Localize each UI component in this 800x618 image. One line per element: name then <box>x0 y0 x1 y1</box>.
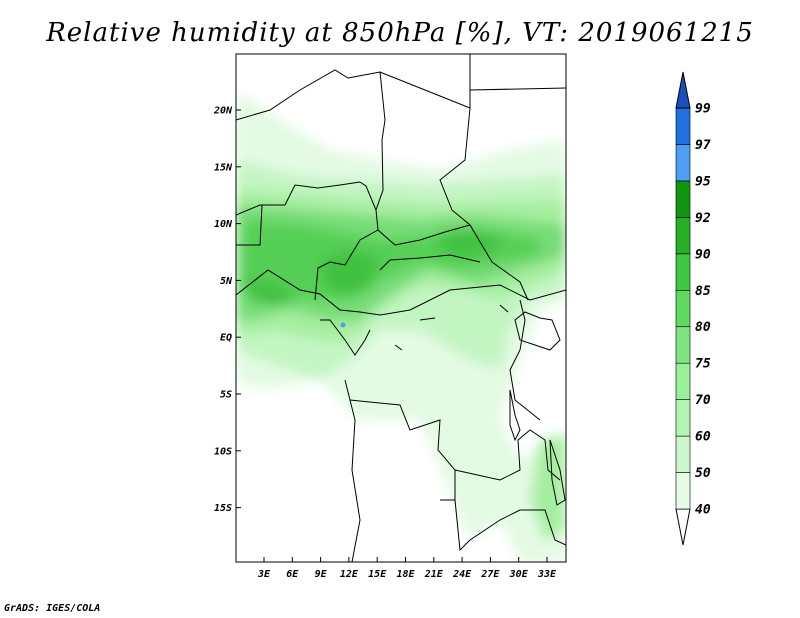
colorbar-label: 50 <box>695 466 711 481</box>
colorbar-label: 90 <box>695 247 711 262</box>
grads-credit: GrADS: IGES/COLA <box>4 603 101 614</box>
humidity-field <box>236 54 566 562</box>
lat-tick-label: 20N <box>213 106 233 117</box>
colorbar-label: 40 <box>695 503 711 518</box>
colorbar-segment <box>675 144 691 182</box>
colorbar-label: 97 <box>695 138 711 153</box>
colorbar-segment <box>675 107 691 145</box>
longitude-axis: 3E 6E 9E 12E 15E 18E 21E 24E 27E 30E 33E <box>257 557 557 580</box>
colorbar-segment <box>675 326 691 364</box>
lat-tick-label: 5S <box>220 390 232 401</box>
lat-tick-label: 10S <box>214 446 232 457</box>
colorbar-segment <box>675 435 691 473</box>
lat-tick-label: 15S <box>214 503 232 514</box>
colorbar-segment <box>675 289 691 328</box>
lon-tick-label: 33E <box>537 569 557 580</box>
lon-tick-label: 30E <box>509 569 529 580</box>
lat-tick-label: 15N <box>214 162 233 173</box>
colorbar-label: 75 <box>695 357 711 372</box>
colorbar-segment <box>675 362 691 400</box>
lakes <box>394 304 566 506</box>
colorbar-segment <box>675 253 691 291</box>
lon-tick-label: 18E <box>396 569 415 580</box>
lat-tick-label: 10N <box>214 219 233 230</box>
colorbar-over-triangle <box>675 71 691 109</box>
colorbar-segment <box>675 472 691 510</box>
lat-tick-label: EQ <box>220 333 232 344</box>
colorbar-label: 85 <box>695 284 711 299</box>
lon-tick-label: 21E <box>424 569 444 580</box>
lon-tick-label: 3E <box>257 569 271 580</box>
lon-tick-label: 24E <box>452 569 472 580</box>
colorbar-segment <box>675 399 691 437</box>
colorbar-label: 60 <box>695 430 711 445</box>
map-frame <box>235 53 567 563</box>
colorbar-label: 95 <box>695 174 711 189</box>
colorbar-label: 80 <box>695 320 711 335</box>
colorbar-label: 99 <box>695 102 711 117</box>
latitude-axis: 20N 15N 10N 5N EQ 5S 10S 15S <box>213 106 241 514</box>
lat-tick-label: 5N <box>220 276 233 287</box>
humidity-97-spot <box>340 322 346 328</box>
lon-tick-label: 15E <box>368 569 387 580</box>
lon-tick-label: 6E <box>286 569 299 580</box>
colorbar-under-triangle <box>675 508 691 546</box>
lon-tick-label: 9E <box>315 569 328 580</box>
political-borders <box>236 54 566 562</box>
colorbar-label: 92 <box>695 211 711 226</box>
colorbar: 40 50 60 70 75 80 85 90 92 95 97 99 <box>675 71 711 546</box>
colorbar-label: 70 <box>695 393 711 408</box>
lon-tick-label: 27E <box>480 569 500 580</box>
lon-tick-label: 12E <box>340 569 359 580</box>
humidity-90-band <box>248 230 500 305</box>
colorbar-segment <box>675 217 691 255</box>
colorbar-segment <box>675 180 691 218</box>
map-title: Relative humidity at 850hPa [%], VT: 201… <box>46 18 754 48</box>
